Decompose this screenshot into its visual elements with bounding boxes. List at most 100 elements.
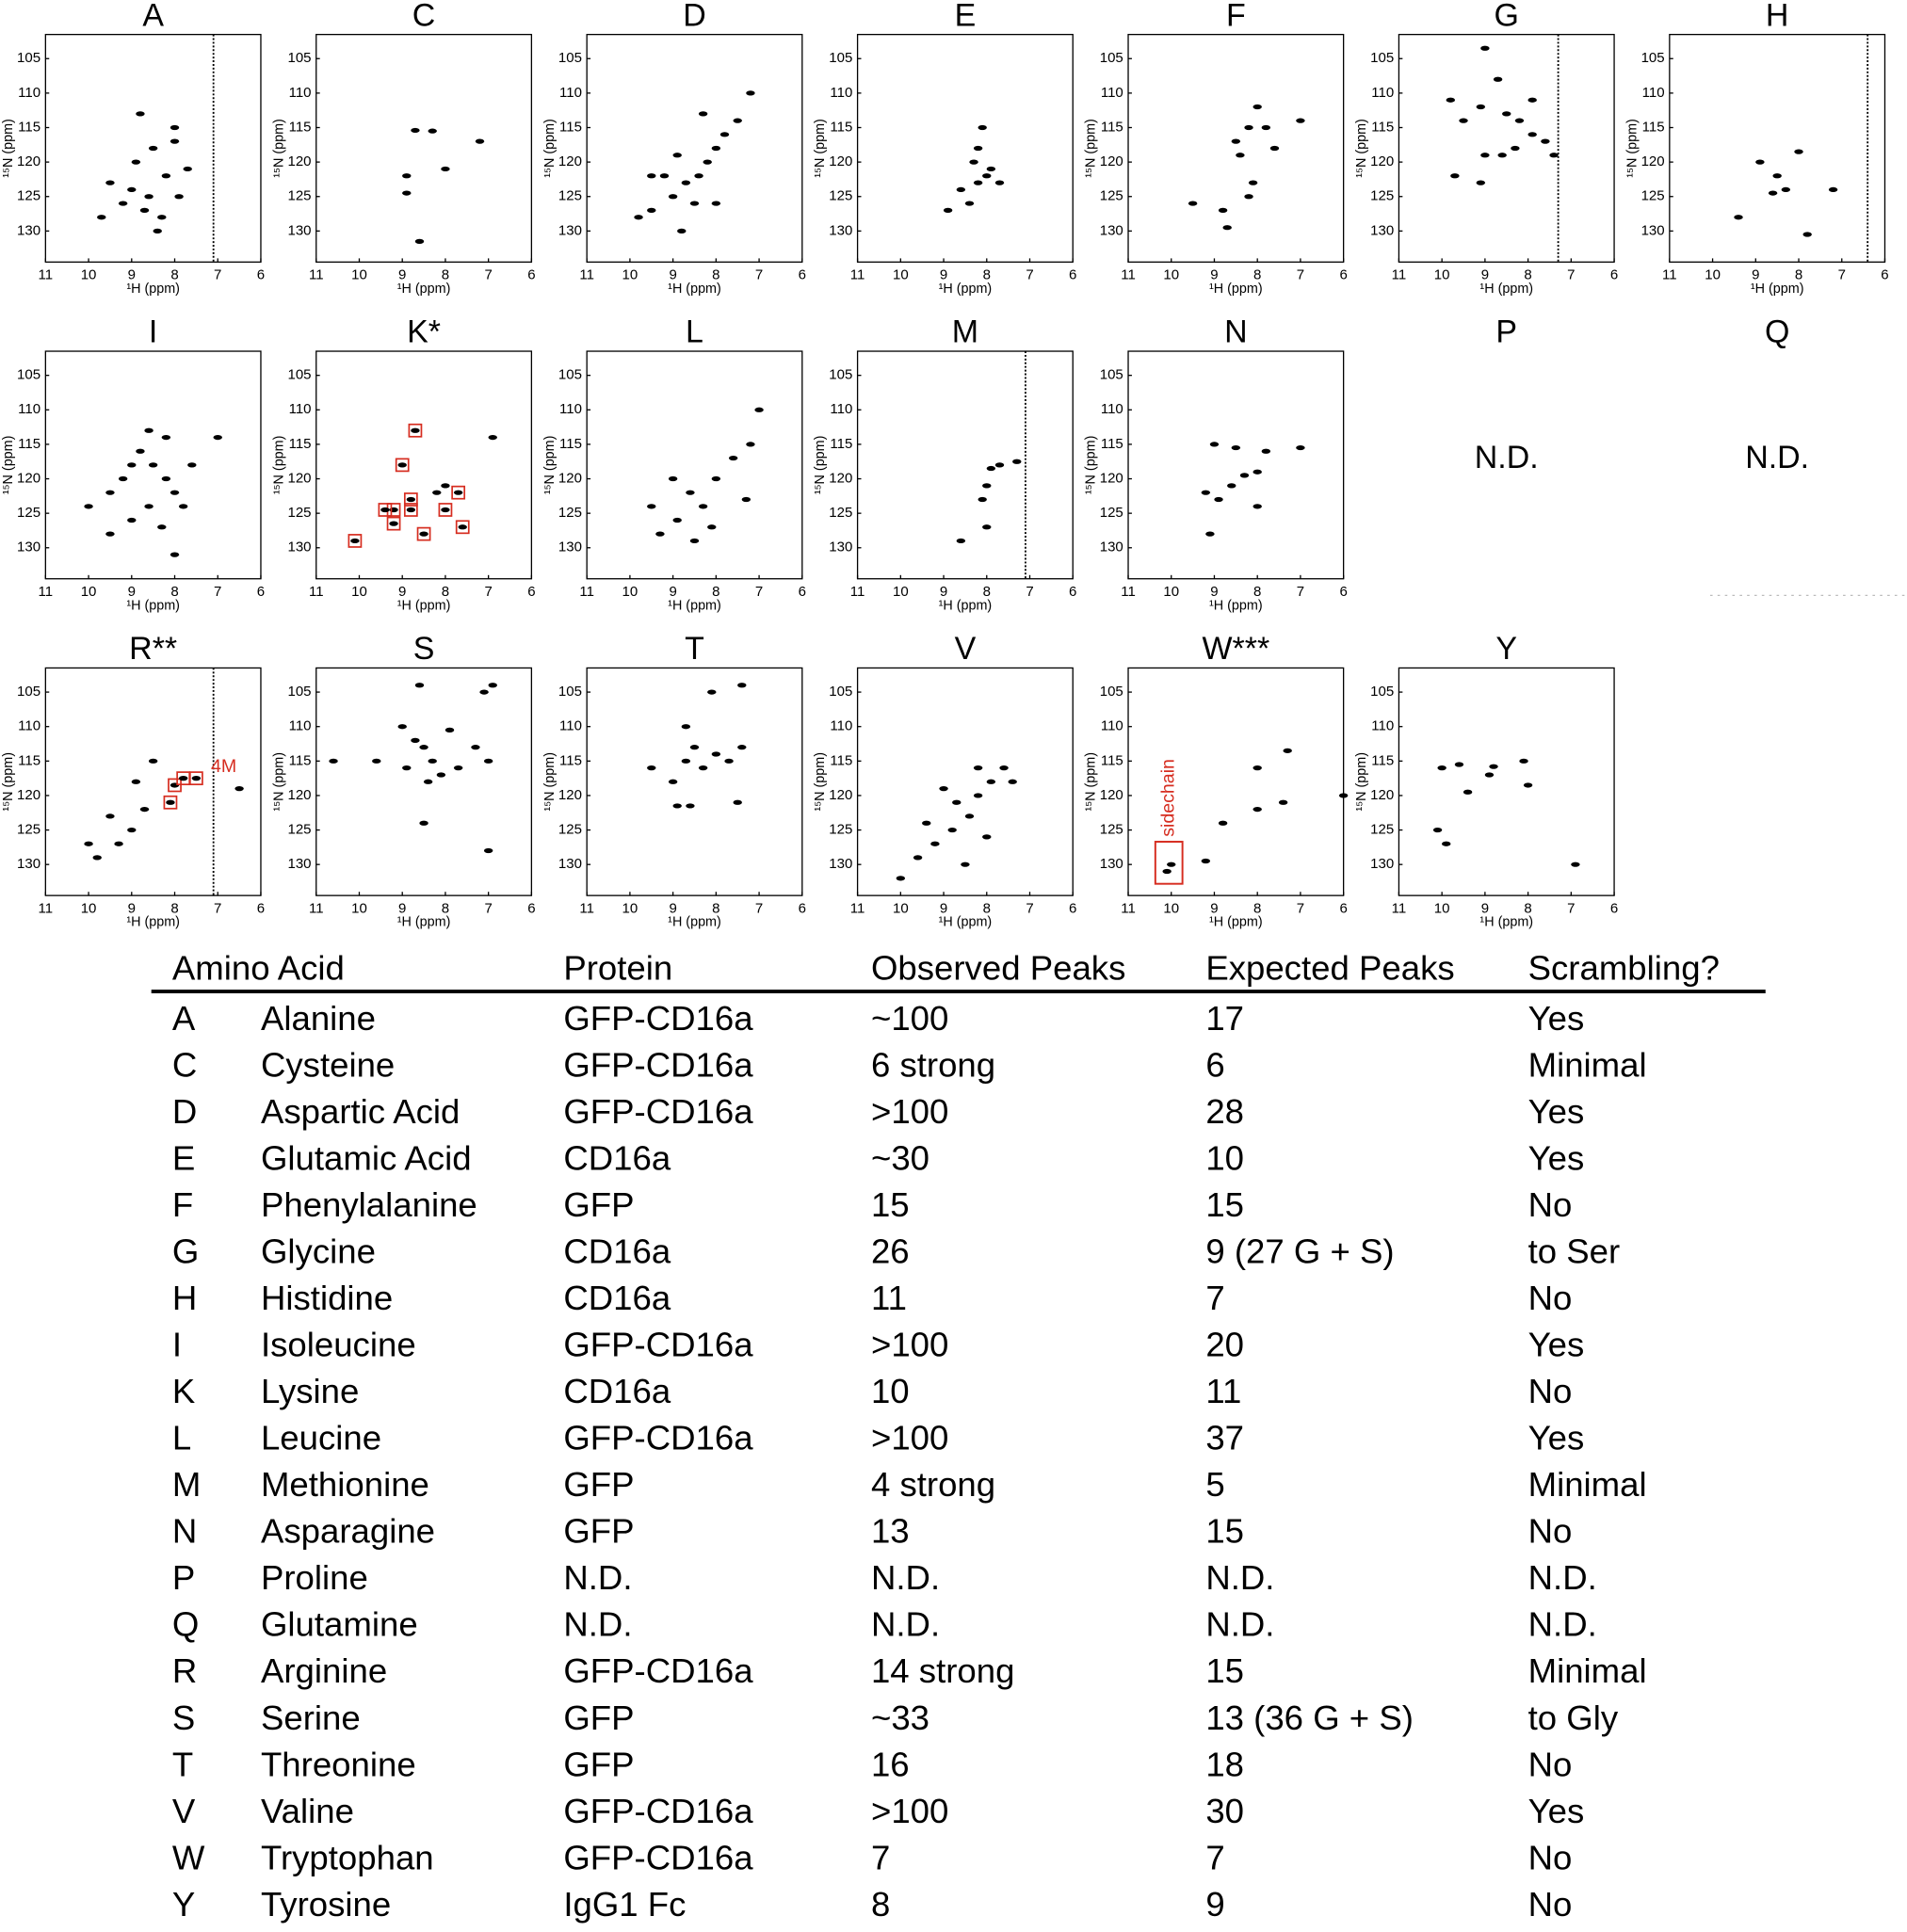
y-axis-label: ¹⁵N (ppm) (1, 436, 16, 495)
panel-title: S (413, 631, 435, 667)
peak (402, 173, 412, 179)
peak (402, 190, 412, 196)
peak (1442, 841, 1451, 846)
peak (947, 827, 957, 833)
x-axis-label: ¹H (ppm) (126, 915, 180, 930)
peak (406, 507, 416, 513)
y-tick-label: 110 (1642, 85, 1665, 101)
peak (681, 180, 691, 185)
x-tick-label: 6 (527, 267, 535, 283)
panel-title: G (1495, 0, 1519, 33)
panel: D 11 10 9 8 7 6 105 110 115 120 125 130 ¹H (ppm) ¹⁵N (… (542, 0, 806, 297)
table-cell: ~33 (871, 1699, 929, 1737)
peak (1446, 97, 1456, 103)
x-tick-label: 11 (850, 900, 865, 916)
peak (1489, 764, 1498, 769)
y-tick-label: 110 (559, 85, 582, 101)
y-tick-label: 120 (17, 787, 40, 803)
peak (1278, 799, 1288, 805)
peak (148, 462, 158, 468)
y-tick-label: 115 (1371, 752, 1394, 768)
peak (170, 138, 180, 144)
x-axis-label: ¹H (ppm) (1479, 282, 1533, 297)
peak (428, 758, 437, 764)
x-tick-label: 7 (1838, 267, 1846, 283)
peak (1463, 789, 1473, 795)
y-tick-label: 110 (1101, 718, 1123, 734)
peak (1214, 496, 1223, 503)
plot-frame (1127, 33, 1345, 263)
panel: Y 11 10 9 8 7 6 105 110 115 120 125 130 ¹H (ppm) ¹⁵N (… (1354, 631, 1618, 930)
y-tick-label: 130 (287, 222, 311, 238)
peak-box (163, 795, 178, 810)
x-tick-label: 11 (1662, 267, 1677, 283)
table-cell: No (1528, 1745, 1573, 1783)
peak (444, 727, 455, 733)
peak (711, 475, 721, 482)
peak (973, 765, 983, 771)
y-tick-label: 130 (558, 222, 582, 238)
panel: I 11 10 9 8 7 6 105 110 115 120 125 130 ¹H (ppm) ¹⁵N (… (1, 314, 265, 614)
x-tick-label: 10 (81, 267, 97, 283)
peak (707, 689, 717, 695)
peak (1768, 190, 1778, 196)
peak (411, 737, 420, 743)
table-cell: 20 (1205, 1326, 1244, 1364)
peak (144, 427, 154, 433)
peak (1454, 762, 1464, 767)
table-cell: R (172, 1651, 197, 1690)
y-axis-label: ¹⁵N (ppm) (813, 752, 828, 812)
table-cell: GFP-CD16a (563, 1792, 753, 1830)
x-tick-label: 9 (669, 584, 676, 600)
peak-box (451, 485, 466, 500)
table-cell: 18 (1205, 1745, 1244, 1783)
y-tick-label: 130 (829, 222, 852, 238)
plot-frame (1127, 350, 1345, 580)
y-axis-label: ¹⁵N (ppm) (813, 119, 828, 178)
table-cell: IgG1 Fc (563, 1885, 686, 1924)
peak (453, 490, 463, 495)
peak (1450, 173, 1460, 179)
x-tick-label: 9 (1752, 267, 1759, 283)
y-tick-label: 125 (1641, 188, 1665, 204)
peak (148, 758, 158, 764)
table-header: Expected Peaks (1205, 948, 1454, 987)
x-tick-label: 10 (622, 900, 638, 916)
not-determined: N.D. (1745, 440, 1809, 475)
peak (964, 813, 975, 819)
y-tick-label: 130 (17, 856, 40, 872)
table-cell: A (172, 999, 196, 1038)
y-tick-label: 125 (829, 822, 852, 838)
peak (982, 834, 992, 840)
peak (698, 504, 708, 509)
table-cell: L (172, 1419, 191, 1457)
peak (97, 215, 106, 220)
peak (170, 552, 180, 557)
peak (1549, 153, 1559, 158)
peak (677, 228, 687, 233)
peak (183, 166, 192, 172)
plot-frame (1669, 33, 1886, 263)
y-tick-label: 130 (829, 539, 852, 555)
peak (380, 507, 390, 513)
y-tick-label: 110 (1101, 85, 1123, 101)
peak (1480, 45, 1490, 51)
table-cell: 6 strong (871, 1046, 995, 1085)
y-tick-label: 115 (1101, 436, 1123, 452)
peak (402, 765, 412, 771)
x-tick-label: 6 (799, 584, 806, 600)
y-tick-label: 125 (17, 822, 40, 838)
peak (436, 772, 446, 778)
peak (659, 173, 670, 179)
peak (127, 827, 137, 833)
table-cell: 7 (1205, 1838, 1224, 1876)
table-cell: N.D. (1205, 1605, 1274, 1644)
y-tick-label: 130 (1100, 856, 1123, 872)
x-tick-label: 11 (309, 900, 324, 916)
peak (737, 683, 747, 688)
y-tick-label: 125 (558, 505, 582, 521)
table-cell: N.D. (871, 1605, 940, 1644)
table-cell: 15 (1205, 1512, 1244, 1551)
x-axis-label: ¹H (ppm) (668, 915, 721, 930)
panel: G 11 10 9 8 7 6 105 110 115 120 125 130 ¹H (ppm) ¹⁵N (… (1354, 0, 1618, 297)
